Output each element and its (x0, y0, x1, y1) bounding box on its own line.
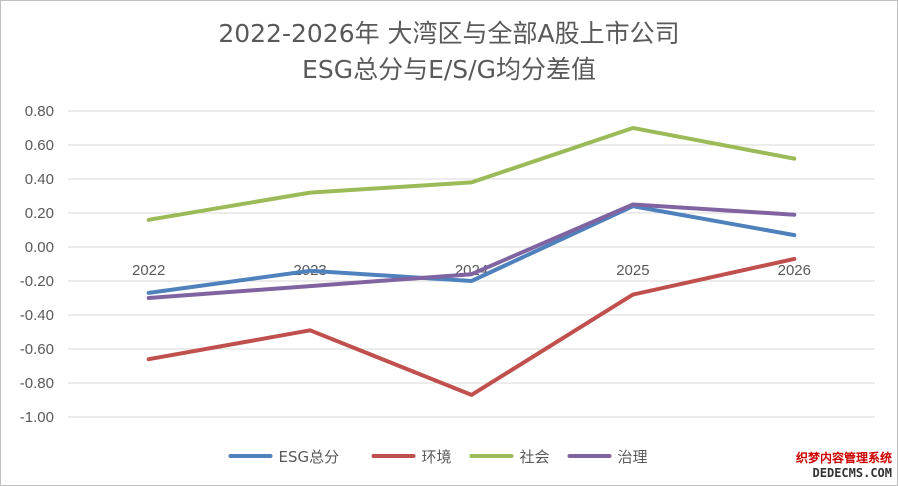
legend-label: ESG总分 (279, 448, 340, 466)
x-tick-label: 2025 (616, 262, 649, 279)
series-line (146, 126, 797, 222)
y-tick-label: 0.20 (25, 205, 54, 222)
chart-title: 2022-2026年 大湾区与全部A股上市公司 (218, 19, 679, 48)
gridlines (68, 110, 875, 418)
y-tick-label: -0.80 (20, 375, 54, 392)
series-line (146, 204, 797, 295)
x-tick-label: 2022 (132, 262, 165, 279)
legend-label: 治理 (618, 448, 648, 466)
y-tick-label: 0.80 (25, 103, 54, 120)
y-tick-label: -0.20 (20, 273, 54, 290)
y-tick-label: -0.40 (20, 307, 54, 324)
legend-label: 环境 (422, 448, 452, 466)
y-tick-label: -1.00 (20, 409, 54, 426)
legend: ESG总分 环境 社会 治理 (228, 448, 648, 466)
chart-subtitle: ESG总分与E/S/G均分差值 (302, 55, 596, 84)
watermark-domain: DEDECMS.COM (813, 466, 892, 480)
series-lines (146, 126, 797, 397)
y-tick-label: 0.60 (25, 137, 54, 154)
series-line (146, 256, 797, 397)
series-line (146, 202, 797, 300)
y-tick-label: -0.60 (20, 341, 54, 358)
y-axis-ticks: 0.80 0.60 0.40 0.20 0.00 -0.20 -0.40 -0.60 -0.80… (20, 103, 54, 426)
legend-label: 社会 (520, 448, 550, 466)
y-tick-label: 0.40 (25, 171, 54, 188)
watermark-text: 织梦内容管理系统 (796, 450, 892, 465)
y-tick-label: 0.00 (25, 239, 54, 256)
x-tick-label: 2026 (778, 262, 811, 279)
